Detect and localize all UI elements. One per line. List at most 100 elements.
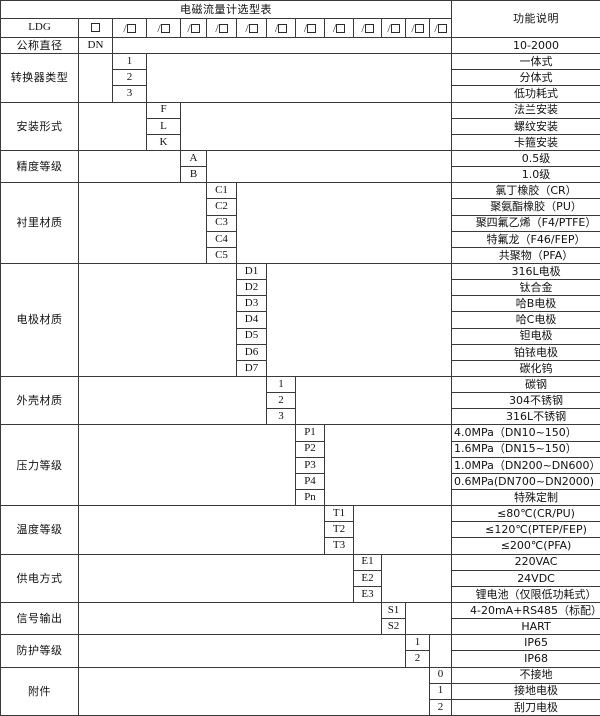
code-box-5[interactable]: / [236,18,267,39]
code-box-2[interactable]: / [146,18,181,39]
code-cell-11-0[interactable]: 1 [405,634,430,652]
code-box-7[interactable]: / [295,18,325,39]
code-cell-5-5[interactable]: D6 [236,343,267,361]
table-row: C5 共聚物（PFA） [1,246,600,265]
code-cell-4-2[interactable]: C3 [206,214,237,232]
empty-box-icon [190,23,200,33]
code-cell-7-0[interactable]: P1 [295,424,325,442]
code-cell-4-0[interactable]: C1 [206,182,237,200]
table-row: D2 钛合金 [1,279,600,297]
code-cell-7-1[interactable]: P2 [295,440,325,458]
code-box-3[interactable]: / [180,18,207,39]
page-title: 电磁流量计选型表 [0,0,453,20]
spacer-left [78,376,267,426]
code-box-8[interactable]: / [324,18,354,39]
code-cell-5-1[interactable]: D2 [236,279,267,297]
spacer-left [78,53,113,103]
code-cell-5-6[interactable]: D7 [236,359,267,378]
model-prefix: LDG [0,18,79,39]
code-cell-2-1[interactable]: L [146,117,181,135]
code-cell-4-4[interactable]: C5 [206,246,237,265]
code-cell-5-2[interactable]: D3 [236,295,267,313]
description-10-1: HART [451,618,600,636]
code-box-9[interactable]: / [353,18,382,39]
group-label-12: 附件 [0,666,79,716]
empty-box-icon [307,23,317,33]
code-cell-4-1[interactable]: C2 [206,198,237,216]
code-cell-5-0[interactable]: D1 [236,263,267,281]
code-cell-6-1[interactable]: 2 [266,392,296,410]
description-9-1: 24VDC [451,569,600,587]
code-cell-1-1[interactable]: 2 [112,69,147,87]
code-cell-3-0[interactable]: A [180,150,207,168]
code-cell-1-0[interactable]: 1 [112,53,147,71]
group-label-6: 外壳材质 [0,376,79,426]
code-box-1[interactable]: / [112,18,147,39]
code-cell-10-1[interactable]: S2 [381,618,406,636]
spacer-right [352,505,453,555]
description-5-2: 哈B电极 [451,295,600,313]
code-cell-6-0[interactable]: 1 [266,376,296,394]
code-cell-0-0[interactable]: DN [78,37,113,55]
description-7-4: 特殊定制 [451,488,600,507]
code-cell-3-1[interactable]: B [180,166,207,184]
spacer-left [78,101,147,152]
code-cell-9-1[interactable]: E2 [353,569,382,587]
table-row: L 螺纹安装 [1,117,600,135]
code-box-11[interactable]: / [405,18,430,39]
table-row: 精度等级 A 0.5级 [0,150,600,184]
code-cell-12-0[interactable]: 0 [428,666,453,684]
code-box-12[interactable]: / [428,18,453,39]
description-4-0: 氯丁橡胶（CR） [451,182,600,200]
code-box-10[interactable]: / [381,18,406,39]
description-4-4: 共聚物（PFA） [451,246,600,265]
table-row: 防护等级 1 IP65 [0,634,600,668]
description-4-2: 聚四氟乙烯（F4/PTFE） [451,214,600,232]
empty-box-icon [91,23,100,33]
code-cell-1-2[interactable]: 3 [112,85,147,103]
description-4-1: 聚氨酯橡胶（PU） [451,198,600,216]
code-cell-12-1[interactable]: 1 [428,682,453,700]
code-cell-6-2[interactable]: 3 [266,408,296,426]
code-cell-8-1[interactable]: T2 [324,521,354,539]
slash-icon: / [434,20,438,35]
code-cell-7-3[interactable]: P4 [295,472,325,491]
code-cell-7-4[interactable]: Pn [295,488,325,507]
description-12-2: 刮刀电极 [451,698,600,716]
code-cell-9-0[interactable]: E1 [353,553,382,571]
code-cell-12-2[interactable]: 2 [428,698,453,716]
description-5-0: 316L电极 [451,263,600,281]
table-row: C3 聚四氟乙烯（F4/PTFE） [1,214,600,232]
description-7-3: 0.6MPa(DN700~DN2000) [451,472,600,491]
code-cell-4-3[interactable]: C4 [206,230,237,248]
spacer-left [78,634,406,668]
slash-icon: / [157,20,161,35]
code-cell-8-2[interactable]: T3 [324,537,354,555]
table-row: T3 ≤200℃(PFA) [1,537,600,555]
group-label-3: 精度等级 [0,150,79,184]
table-row: 2 IP68 [1,650,600,668]
table-row: D7 碳化钨 [1,359,600,378]
slash-icon: / [187,20,191,35]
code-cell-10-0[interactable]: S1 [381,601,406,620]
code-cell-5-3[interactable]: D4 [236,311,267,329]
code-cell-8-0[interactable]: T1 [324,505,354,523]
description-8-2: ≤200℃(PFA) [451,537,600,555]
code-cell-9-2[interactable]: E3 [353,585,382,603]
code-cell-7-2[interactable]: P3 [295,456,325,474]
empty-box-icon [126,23,136,33]
description-2-1: 螺纹安装 [451,117,600,135]
code-box-0[interactable] [78,18,113,39]
code-cell-11-1[interactable]: 2 [405,650,430,668]
code-cell-2-0[interactable]: F [146,101,181,119]
description-7-2: 1.0MPa（DN200~DN600） [451,456,600,474]
empty-box-icon [160,23,170,33]
code-cell-5-4[interactable]: D5 [236,327,267,345]
description-2-2: 卡箍安装 [451,133,600,152]
description-5-5: 铂铱电极 [451,343,600,361]
code-box-6[interactable]: / [266,18,296,39]
empty-box-icon [278,23,288,33]
code-cell-2-2[interactable]: K [146,133,181,152]
code-box-4[interactable]: / [206,18,237,39]
